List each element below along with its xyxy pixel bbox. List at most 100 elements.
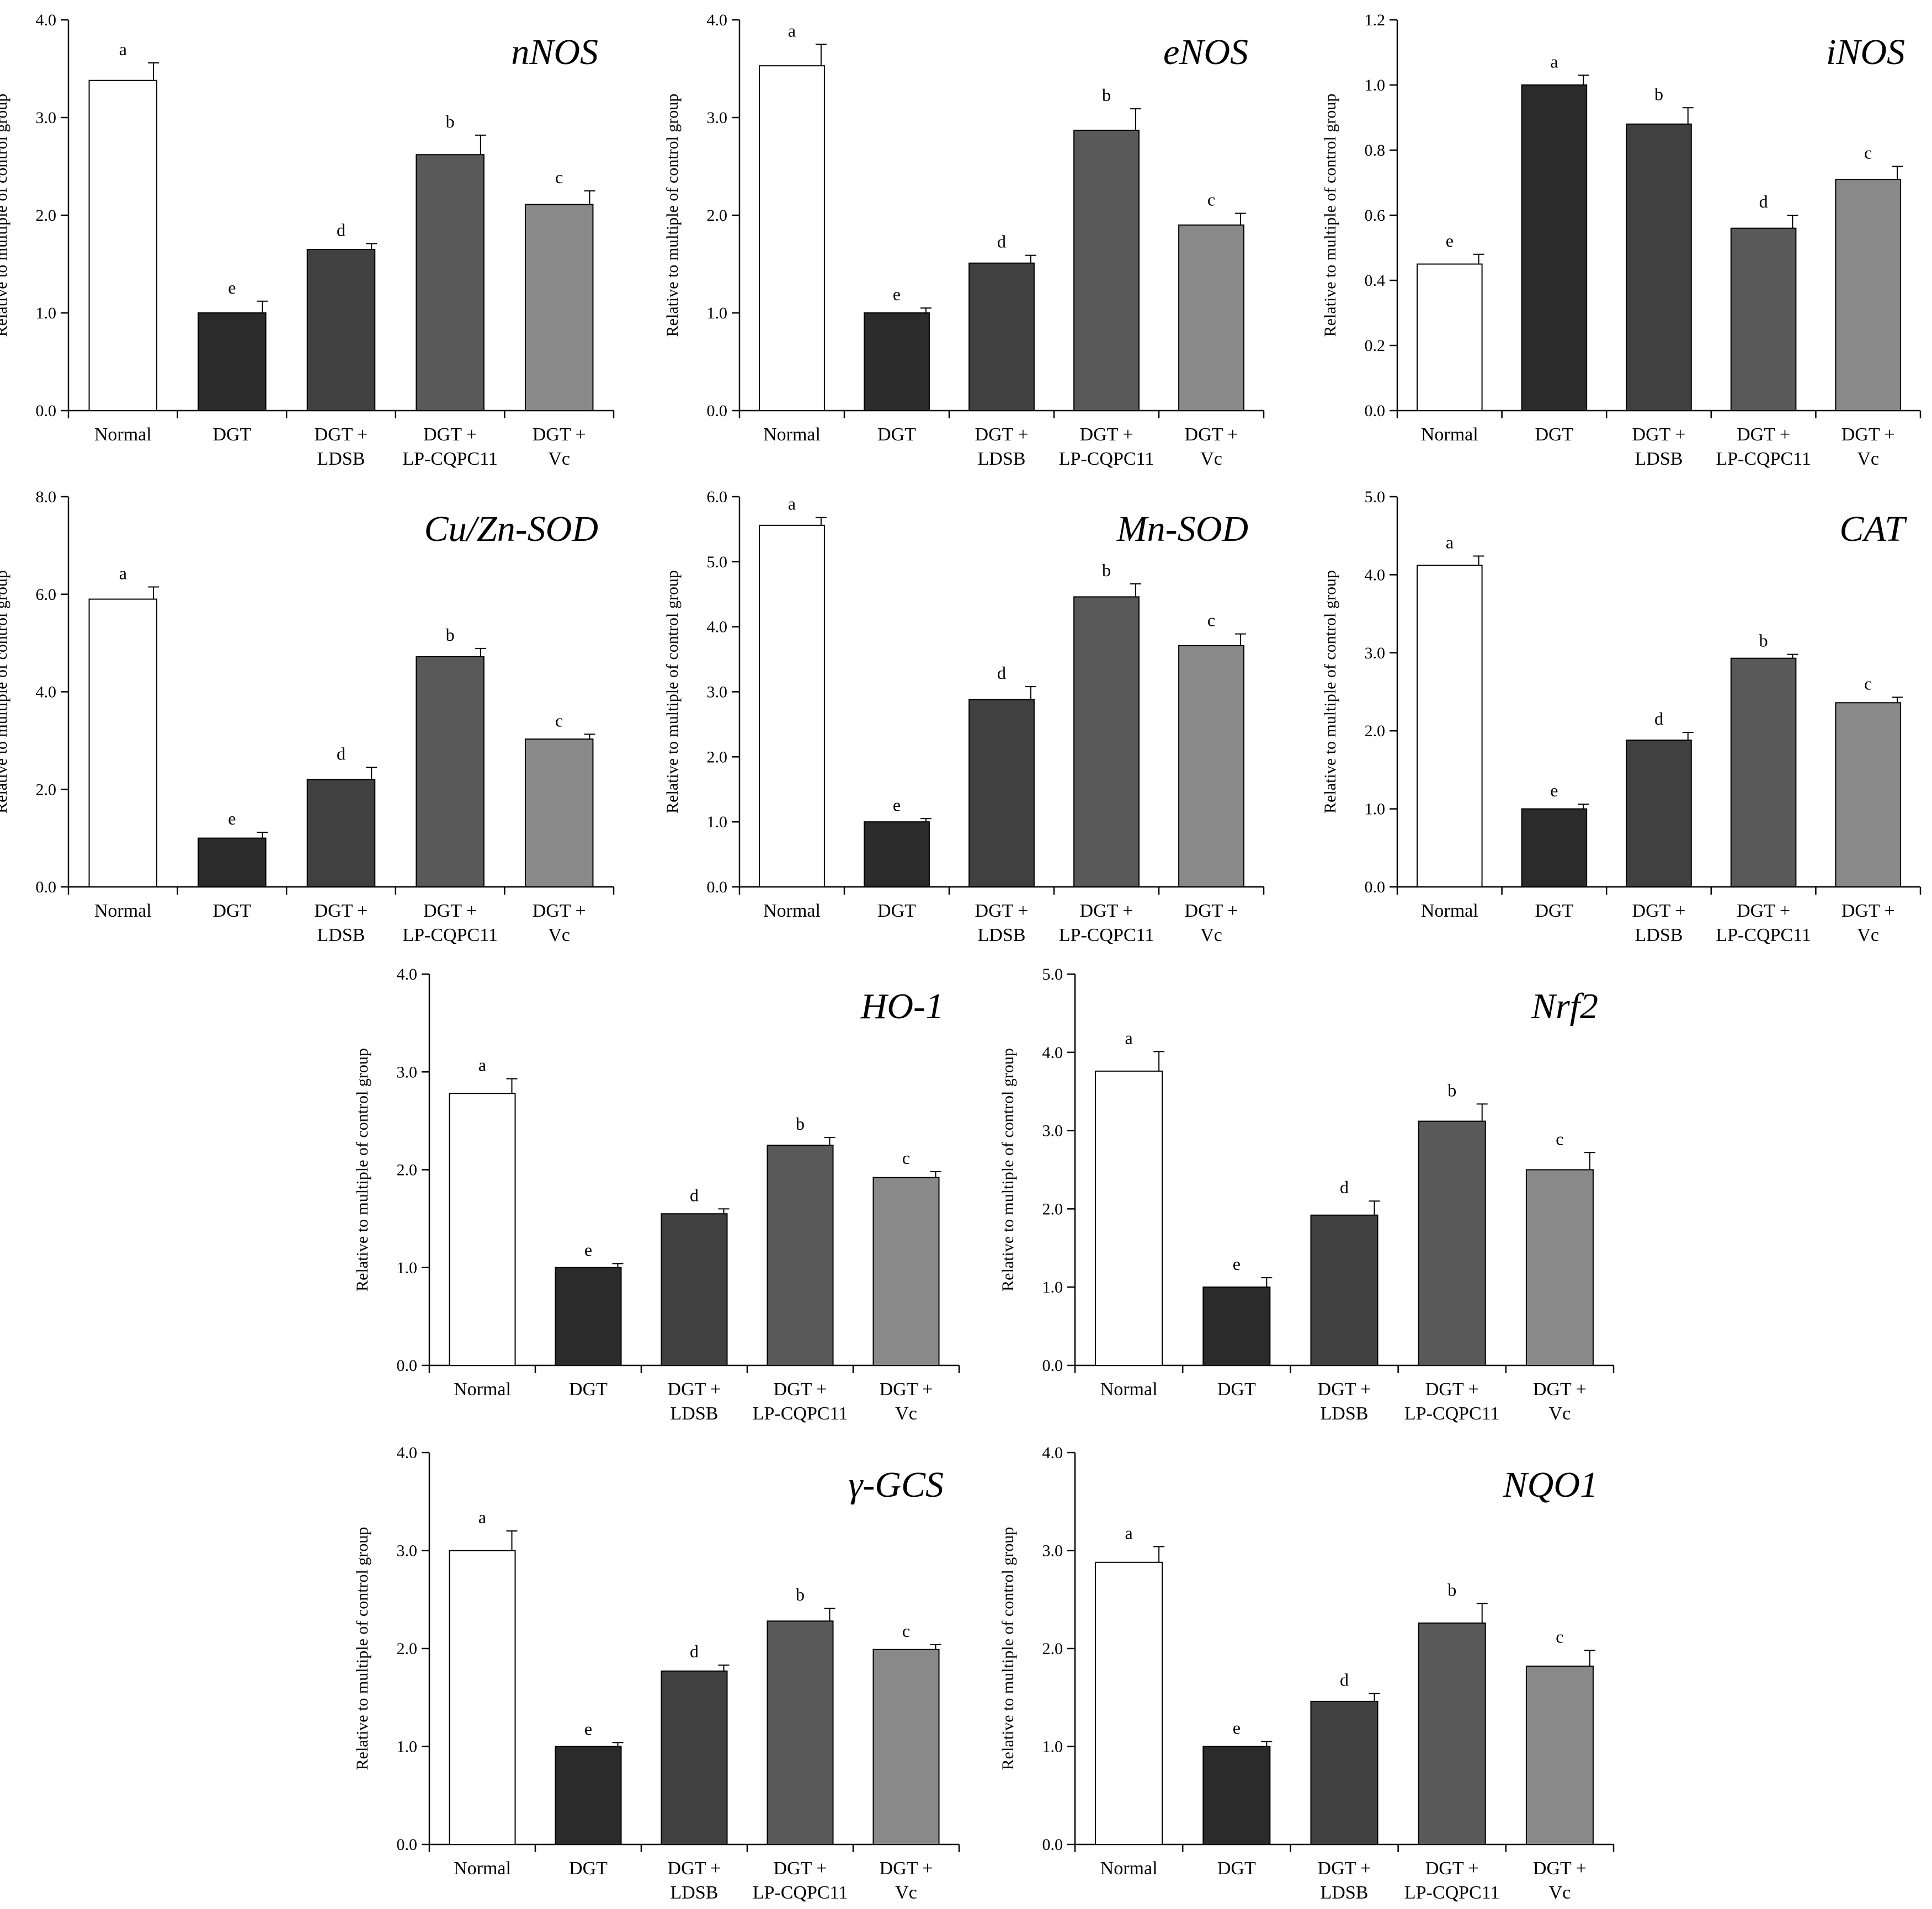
- y-tick-label: 2.0: [36, 206, 57, 225]
- y-tick-label: 0.0: [397, 1357, 418, 1375]
- category-label: DGT +: [315, 424, 368, 445]
- panel-title: CAT: [1839, 509, 1907, 549]
- y-axis-label: Relative to multiple of control group: [999, 1527, 1017, 1770]
- error-bar: [475, 134, 486, 155]
- category-label: Normal: [763, 424, 821, 445]
- category-label: DGT: [1217, 1379, 1256, 1400]
- significance-label: c: [555, 710, 563, 730]
- panel-title: iNOS: [1826, 32, 1905, 72]
- category-label: LP-CQPC11: [402, 925, 498, 945]
- y-axis-label: Relative to multiple of control group: [0, 570, 10, 813]
- significance-label: d: [997, 663, 1006, 683]
- error-bar: [1787, 653, 1798, 658]
- bar-dgt-ldsb: [968, 262, 1035, 411]
- bar-dgt-ldsb: [968, 699, 1035, 887]
- bar-dgt-ldsb: [1310, 1700, 1379, 1846]
- bar-dgt-vc: [1178, 645, 1244, 888]
- bar-dgt-lp-cqpc11: [1730, 657, 1797, 887]
- bar-dgt: [1202, 1746, 1271, 1845]
- panel-nqo1: 0.0 1.0 2.0 3.0 4.0 Relative to multiple of c…: [999, 1444, 1615, 1903]
- y-tick-label: 1.0: [707, 304, 728, 322]
- bar-dgt-vc: [524, 204, 594, 411]
- y-tick-label: 6.0: [707, 488, 728, 506]
- error-bar: [584, 190, 595, 205]
- y-tick-label: 0.0: [36, 402, 57, 420]
- significance-label: a: [1125, 1028, 1132, 1047]
- bar-normal: [759, 65, 825, 411]
- bar-dgt: [1521, 808, 1588, 887]
- bar-dgt-lp-cqpc11: [1073, 130, 1140, 411]
- category-label: DGT: [1217, 1858, 1256, 1879]
- panel-cu-zn-sod: 0.0 2.0 4.0 6.0 8.0 Relative to multiple of c…: [0, 488, 615, 945]
- category-label: DGT +: [668, 1379, 721, 1400]
- category-label: LDSB: [1635, 449, 1683, 469]
- y-tick-label: 2.0: [397, 1161, 418, 1179]
- category-label: Normal: [94, 901, 152, 921]
- error-bar: [1025, 254, 1036, 263]
- significance-label: d: [1654, 709, 1663, 728]
- significance-label: b: [1447, 1580, 1456, 1599]
- category-label: Vc: [1200, 925, 1222, 945]
- error-bar: [612, 1263, 624, 1268]
- y-tick-label: 3.0: [1365, 644, 1386, 662]
- category-label: DGT +: [975, 901, 1029, 921]
- category-label: DGT: [569, 1858, 608, 1879]
- error-bar: [1261, 1277, 1273, 1288]
- error-bar: [1130, 583, 1141, 597]
- panel-title: Nrf2: [1531, 986, 1598, 1027]
- panel-enos: 0.0 1.0 2.0 3.0 4.0 Relative to multiple of c…: [663, 11, 1265, 469]
- significance-label: a: [1550, 51, 1558, 71]
- category-label: LDSB: [670, 1883, 718, 1903]
- error-bar: [1891, 696, 1903, 703]
- y-tick-label: 4.0: [397, 965, 418, 983]
- error-bar: [584, 733, 595, 740]
- error-bar: [1234, 633, 1246, 646]
- significance-label: c: [902, 1148, 910, 1168]
- bar-dgt: [864, 312, 930, 411]
- category-label: DGT +: [1632, 901, 1686, 921]
- significance-label: e: [893, 795, 901, 815]
- category-label: LDSB: [978, 449, 1026, 469]
- y-tick-label: 1.0: [397, 1259, 418, 1277]
- error-bar: [1153, 1546, 1165, 1562]
- category-label: LP-CQPC11: [1059, 449, 1154, 469]
- category-label: LP-CQPC11: [753, 1403, 848, 1424]
- error-bar: [506, 1078, 518, 1094]
- significance-label: d: [1759, 192, 1768, 211]
- y-tick-label: 5.0: [707, 553, 728, 571]
- category-label: Normal: [1100, 1858, 1158, 1879]
- error-bar: [1584, 1650, 1595, 1666]
- y-tick-label: 4.0: [36, 11, 57, 29]
- significance-label: a: [478, 1507, 486, 1527]
- significance-label: c: [1207, 610, 1215, 630]
- bar-dgt: [198, 837, 267, 887]
- bar-dgt-ldsb: [1626, 740, 1692, 887]
- panel-cat: 0.0 1.0 2.0 3.0 4.0 5.0 Relative to multiple o…: [1321, 488, 1922, 945]
- error-bar: [1025, 686, 1036, 700]
- y-axis-label: Relative to multiple of control group: [353, 1527, 371, 1770]
- bar-dgt: [555, 1267, 622, 1366]
- bar-normal: [1417, 263, 1483, 411]
- category-label: DGT +: [1533, 1858, 1587, 1879]
- bar-normal: [1095, 1070, 1163, 1366]
- significance-label: c: [1864, 143, 1872, 163]
- y-axis-label: Relative to multiple of control group: [663, 570, 682, 813]
- category-label: DGT +: [1425, 1858, 1479, 1879]
- category-label: LP-CQPC11: [1716, 449, 1811, 469]
- error-bar: [148, 586, 159, 599]
- significance-label: c: [555, 167, 563, 187]
- category-label: LDSB: [317, 925, 365, 945]
- bar-dgt-vc: [1835, 179, 1901, 411]
- significance-label: c: [1207, 189, 1215, 209]
- error-bar: [1234, 212, 1246, 225]
- bar-dgt-vc: [872, 1649, 940, 1845]
- bar-normal: [759, 524, 825, 887]
- bar-dgt: [198, 312, 267, 411]
- y-tick-label: 1.0: [707, 813, 728, 831]
- category-label: LDSB: [1635, 925, 1683, 945]
- category-label: DGT +: [668, 1858, 721, 1879]
- category-label: DGT +: [533, 901, 586, 921]
- y-tick-label: 0.0: [707, 402, 728, 420]
- bar-dgt-ldsb: [306, 248, 376, 411]
- y-tick-label: 4.0: [1042, 1444, 1063, 1462]
